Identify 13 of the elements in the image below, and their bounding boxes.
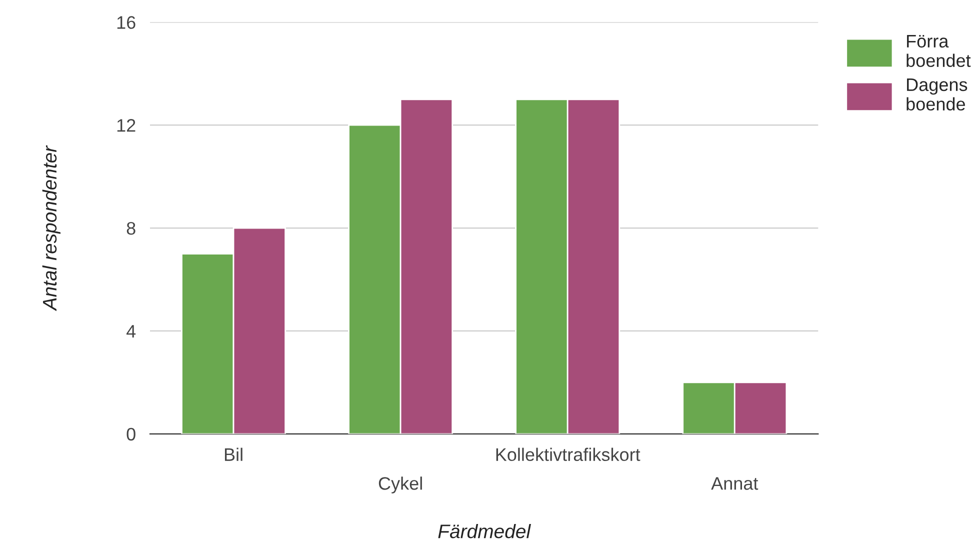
y-tick-label: 4: [126, 325, 136, 338]
y-tick-label: 0: [126, 428, 136, 441]
y-tick-label: 16: [117, 16, 136, 29]
y-tick-label: 12: [117, 119, 136, 132]
legend-label: Dagens boende: [906, 78, 968, 111]
x-axis-title: Färdmedel: [438, 524, 531, 538]
y-axis-title: Antal respondenter: [42, 145, 60, 312]
x-tick-label: Cykel: [378, 476, 422, 494]
x-tick-label: Kollektivtrafikskort: [496, 448, 640, 462]
y-tick-label: 8: [126, 222, 136, 235]
x-tick-label: Bil: [224, 448, 242, 461]
legend-label: Förra boendet: [906, 34, 971, 68]
x-tick-label: Annat: [711, 477, 758, 490]
